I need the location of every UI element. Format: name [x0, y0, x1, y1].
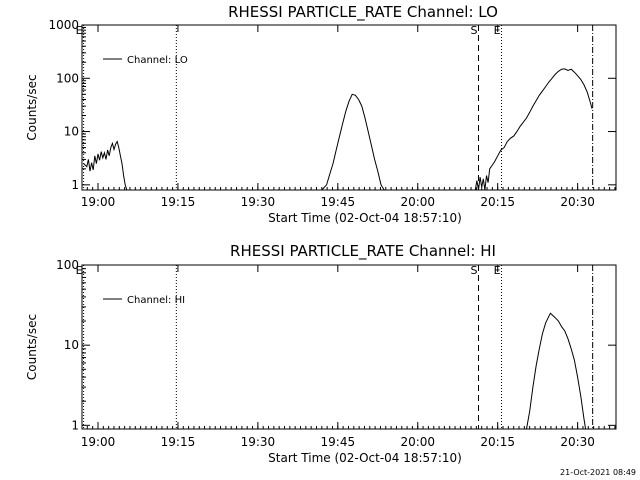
chart-1-marker-label: E [494, 264, 501, 277]
chart-1-series-line-0 [526, 312, 587, 430]
chart-0-series-line-1 [321, 93, 385, 191]
chart-0-y-axis-label: Counts/sec [25, 74, 39, 140]
chart-1-y-tick-label: 100 [56, 258, 79, 272]
chart-0-x-tick-label: 20:30 [560, 195, 595, 209]
chart-0-x-tick-label: 19:15 [161, 195, 196, 209]
chart-1-x-axis-label: Start Time (02-Oct-04 18:57:10) [268, 451, 462, 465]
chart-0-y-tick-label: 1 [71, 178, 79, 192]
chart-0-legend-label: Channel: LO [127, 55, 188, 66]
chart-0-series-line-2 [474, 68, 593, 191]
chart-1-plot-frame [81, 264, 617, 430]
chart-0-marker-label: E [76, 24, 83, 37]
chart-0-x-tick-label: 20:00 [400, 195, 435, 209]
timestamp: 21-Oct-2021 08:49 [560, 468, 636, 477]
chart-1-legend-label: Channel: HI [127, 295, 185, 306]
chart-1-marker-label: E [76, 264, 83, 277]
chart-1-x-tick-label: 19:45 [321, 435, 356, 449]
chart-1-x-tick-label: 19:30 [241, 435, 276, 449]
chart-1-y-tick-label: 1 [71, 418, 79, 432]
chart-0-x-tick-label: 19:00 [81, 195, 116, 209]
chart-0-y-tick-label: 100 [56, 71, 79, 85]
chart-0-series-line-0 [83, 140, 128, 191]
chart-0-marker-label: S [471, 24, 478, 37]
panel-hi: RHESSI PARTICLE_RATE Channel: HI 19:00 19:… [25, 242, 617, 465]
chart-0-title: RHESSI PARTICLE_RATE Channel: LO [228, 3, 498, 22]
chart-1-title: RHESSI PARTICLE_RATE Channel: HI [230, 242, 496, 261]
chart-1-x-tick-label: 19:00 [81, 435, 116, 449]
panel-lo: RHESSI PARTICLE_RATE Channel: LO 19:00 19:… [25, 3, 617, 225]
chart-1-x-tick-label: 20:15 [480, 435, 515, 449]
chart-0-x-tick-label: 19:30 [241, 195, 276, 209]
chart-0-x-tick-label: 19:45 [321, 195, 356, 209]
chart-0-x-axis-label: Start Time (02-Oct-04 18:57:10) [268, 211, 462, 225]
chart-1-y-axis-label: Counts/sec [25, 314, 39, 380]
chart-0-y-tick-label: 1000 [48, 18, 79, 32]
chart-0-y-tick-label: 10 [64, 125, 79, 139]
chart-1-x-tick-label: 20:00 [400, 435, 435, 449]
chart-0-marker-label: E [494, 24, 501, 37]
chart-1-x-tick-label: 20:30 [560, 435, 595, 449]
chart-0-plot-frame [81, 24, 617, 191]
chart-0-x-tick-label: 20:15 [480, 195, 515, 209]
chart-1-x-tick-label: 19:15 [161, 435, 196, 449]
chart-1-marker-label: S [471, 264, 478, 277]
chart-1-y-tick-label: 10 [64, 338, 79, 352]
